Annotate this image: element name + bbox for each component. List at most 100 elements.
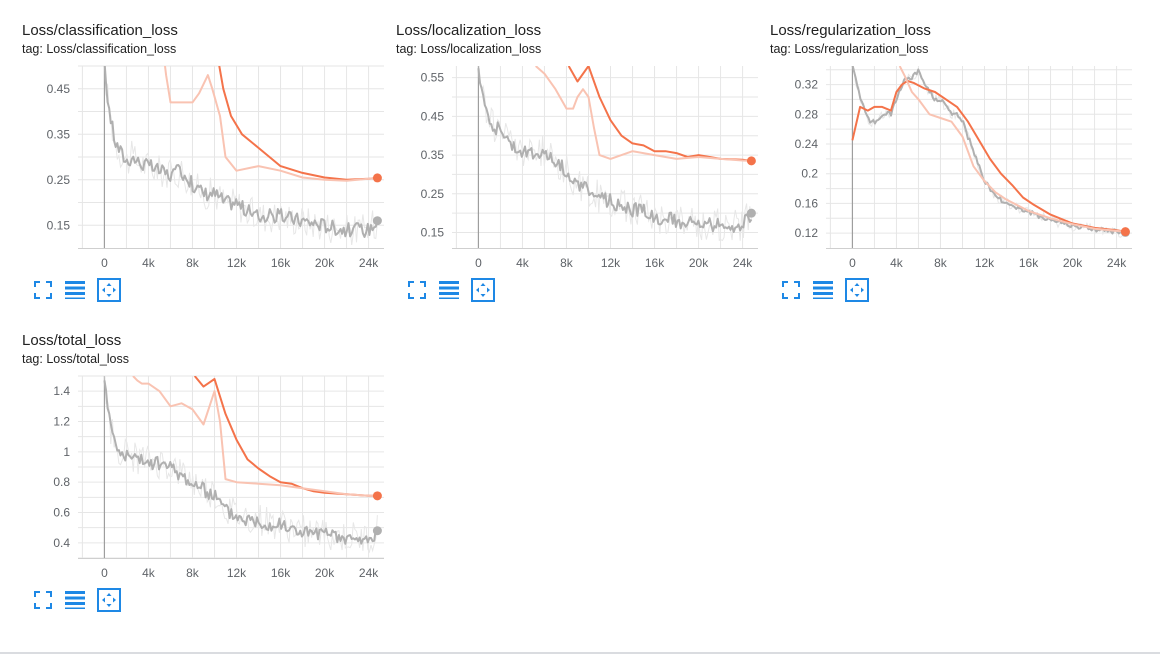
x-tick-label: 20k [315, 256, 335, 270]
plot-area [851, 66, 1126, 238]
y-tick-label: 1.2 [53, 415, 70, 429]
series-end-marker [372, 216, 382, 226]
x-tick-label: 4k [890, 256, 904, 270]
chart-tag: tag: Loss/regularization_loss [770, 42, 929, 56]
x-tick-label: 4k [142, 566, 156, 580]
chart-card-regularization-loss: Loss/regularization_loss tag: Loss/regul… [770, 22, 1142, 322]
chart-title: Loss/regularization_loss [770, 22, 931, 39]
x-tick-label: 12k [601, 256, 621, 270]
y-tick-label: 0.32 [795, 78, 819, 92]
chart-tag: tag: Loss/total_loss [22, 352, 130, 366]
series-line [103, 380, 379, 545]
x-tick-label: 8k [186, 566, 200, 580]
chart-card-localization-loss: Loss/localization_loss tag: Loss/localiz… [396, 22, 768, 322]
fit-domain-icon[interactable] [97, 278, 121, 302]
fullscreen-icon[interactable] [31, 588, 55, 612]
series-line [163, 66, 378, 182]
plot-area [103, 376, 379, 554]
series-line [851, 79, 1126, 233]
x-tick-label: 4k [142, 256, 156, 270]
x-tick-label: 16k [645, 256, 665, 270]
y-tick-label: 0.55 [421, 71, 445, 85]
x-tick-label: 20k [315, 566, 335, 580]
series-line [567, 66, 752, 162]
x-tick-label: 24k [359, 566, 379, 580]
series-line [535, 66, 752, 162]
series-raw-line [104, 66, 378, 245]
x-tick-label: 12k [227, 566, 247, 580]
plot-area [477, 66, 753, 242]
y-tick-label: 0.45 [421, 109, 445, 123]
chart-tag: tag: Loss/localization_loss [396, 42, 542, 56]
y-tick-label: 0.35 [47, 127, 71, 141]
y-tick-label: 0.4 [53, 536, 70, 550]
series-end-marker [372, 526, 382, 536]
y-tick-label: 0.2 [801, 167, 818, 181]
chart-card-classification-loss: Loss/classification_loss tag: Loss/class… [22, 22, 394, 322]
fullscreen-icon[interactable] [779, 278, 803, 302]
y-tick-label: 0.24 [795, 137, 819, 151]
chart-title: Loss/total_loss [22, 332, 122, 349]
fullscreen-icon[interactable] [405, 278, 429, 302]
plot-area [103, 66, 379, 245]
series-end-marker [746, 156, 756, 166]
x-tick-label: 0 [101, 566, 108, 580]
x-tick-label: 24k [359, 256, 379, 270]
x-tick-label: 8k [934, 256, 948, 270]
x-tick-label: 24k [1107, 256, 1127, 270]
toggle-y-log-icon[interactable] [63, 588, 87, 612]
y-tick-label: 0.15 [47, 218, 71, 232]
y-tick-label: 1 [63, 445, 70, 459]
x-tick-label: 0 [475, 256, 482, 270]
series-end-marker [746, 208, 756, 218]
y-tick-label: 0.25 [421, 187, 445, 201]
x-tick-label: 8k [186, 256, 200, 270]
x-tick-label: 24k [733, 256, 753, 270]
series-end-marker [1120, 227, 1130, 237]
fit-domain-icon[interactable] [97, 588, 121, 612]
chart-card-total-loss: Loss/total_loss tag: Loss/total_loss 0 4k… [22, 332, 394, 632]
toggle-y-log-icon[interactable] [63, 278, 87, 302]
series-raw-line [104, 376, 378, 554]
y-tick-label: 0.25 [47, 173, 71, 187]
chart-title: Loss/localization_loss [396, 22, 542, 39]
line-chart[interactable]: 0 4k 8k 12k 16k 20k 24k 0.15 0.25 0.35 0.45 [22, 58, 394, 278]
x-tick-label: 4k [516, 256, 530, 270]
x-tick-label: 20k [1063, 256, 1083, 270]
toggle-y-log-icon[interactable] [811, 278, 835, 302]
y-tick-label: 0.35 [421, 148, 445, 162]
x-tick-label: 16k [271, 566, 291, 580]
line-chart[interactable]: 0 4k 8k 12k 16k 20k 24k 0.4 0.6 0.8 1 1.2 1.4 [22, 368, 394, 588]
series-line [851, 66, 1126, 235]
x-tick-label: 0 [101, 256, 108, 270]
y-tick-label: 0.15 [421, 226, 445, 240]
y-tick-label: 0.45 [47, 82, 71, 96]
x-tick-label: 0 [849, 256, 856, 270]
chart-tag: tag: Loss/classification_loss [22, 42, 177, 56]
y-tick-label: 0.16 [795, 196, 819, 210]
x-tick-label: 12k [975, 256, 995, 270]
line-chart[interactable]: 0 4k 8k 12k 16k 20k 24k 0.15 0.25 0.35 0.45 0.55 [396, 58, 768, 278]
x-tick-label: 12k [227, 256, 247, 270]
y-tick-label: 0.28 [795, 107, 819, 121]
series-raw-line [852, 66, 1126, 238]
series-end-marker [372, 491, 382, 501]
series-end-marker [372, 173, 382, 183]
y-tick-label: 0.8 [53, 475, 70, 489]
toggle-y-log-icon[interactable] [437, 278, 461, 302]
series-raw-line [478, 66, 752, 242]
x-tick-label: 8k [560, 256, 574, 270]
line-chart[interactable]: 0 4k 8k 12k 16k 20k 24k 0.12 0.16 0.2 0.24 0.28 0.32 [770, 58, 1142, 278]
x-tick-label: 16k [1019, 256, 1039, 270]
series-line [218, 66, 378, 181]
y-tick-label: 0.6 [53, 506, 70, 520]
series-line [477, 68, 753, 233]
fit-domain-icon[interactable] [845, 278, 869, 302]
series-line [103, 66, 379, 238]
series-line [898, 66, 1126, 233]
fullscreen-icon[interactable] [31, 278, 55, 302]
x-tick-label: 16k [271, 256, 291, 270]
fit-domain-icon[interactable] [471, 278, 495, 302]
series-line [132, 376, 378, 497]
y-tick-label: 0.12 [795, 226, 819, 240]
